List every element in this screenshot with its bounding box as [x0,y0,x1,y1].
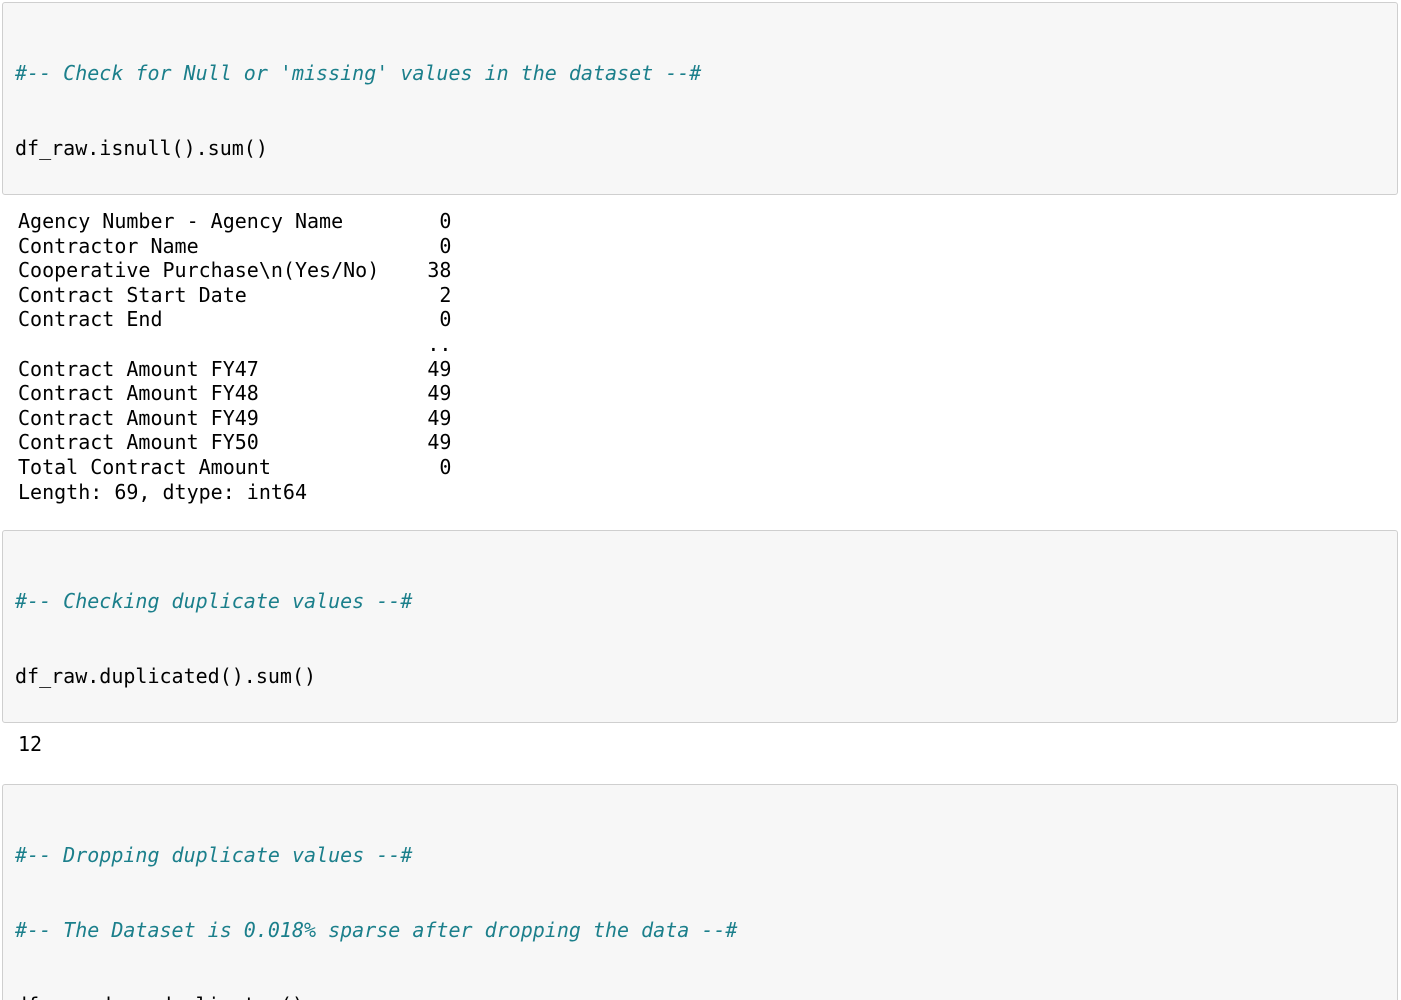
code-cell-drop-duplicates[interactable]: #-- Dropping duplicate values --# #-- Th… [2,783,1398,1000]
code-comment: #-- The Dataset is 0.018% sparse after d… [15,917,738,942]
code-comment: #-- Check for Null or 'missing' values i… [15,61,702,85]
output-isnull-sum: Agency Number - Agency Name 0 Contractor… [18,209,452,504]
code-statement: df_raw.duplicated().sum() [15,664,317,689]
code-statement: df_raw.drop_duplicates() [15,993,1385,1000]
code-cell-isnull[interactable]: #-- Check for Null or 'missing' values i… [2,2,1398,195]
code-statement: df_raw.isnull().sum() [15,136,268,160]
code-comment: #-- Checking duplicate values --# [15,589,413,614]
code-cell-duplicated[interactable]: #-- Checking duplicate values --# df_raw… [2,530,1398,724]
output-duplicated-sum: 12 [18,732,43,757]
code-comment: #-- Dropping duplicate values --# [15,842,413,867]
